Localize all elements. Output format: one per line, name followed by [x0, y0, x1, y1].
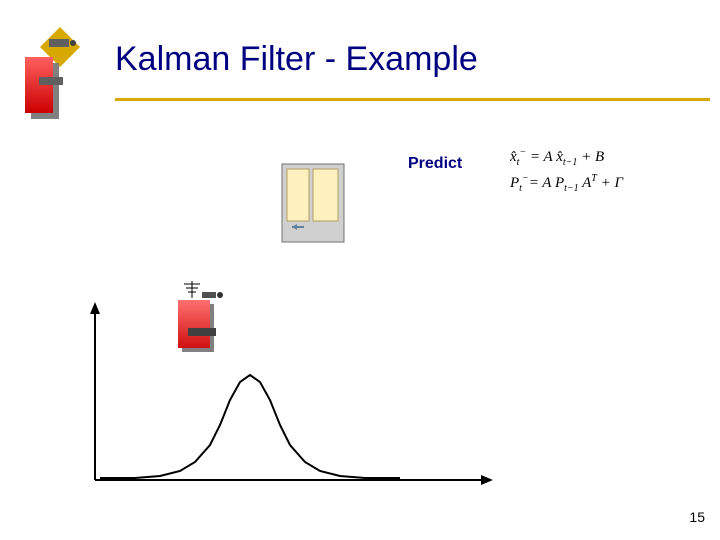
equation-line1: x̂t− = A x̂t−1 + B — [510, 147, 604, 168]
page-number: 15 — [689, 509, 705, 525]
gaussian-curve — [100, 375, 400, 478]
camera-body — [49, 39, 69, 47]
camera-lens — [70, 40, 76, 46]
x-axis-arrow — [481, 475, 493, 485]
title-underline — [115, 98, 710, 101]
predict-equations: x̂t− = A x̂t−1 + B Pt−= A Pt−1 AT + Γ — [510, 143, 710, 208]
door-panel-left — [287, 169, 309, 221]
slide-title: Kalman Filter - Example — [115, 40, 478, 79]
door-diagram — [280, 162, 350, 252]
bullet-ornament-svg — [25, 25, 95, 145]
bullet-ornament — [25, 25, 95, 150]
robot-camera — [202, 292, 216, 298]
y-axis-arrow — [90, 302, 100, 314]
equation-line2: Pt−= A Pt−1 AT + Γ — [510, 173, 624, 194]
robot-camera-lens — [217, 292, 223, 298]
horiz-bar — [39, 77, 63, 85]
gaussian-chart — [85, 300, 505, 495]
predict-label: Predict — [408, 155, 462, 173]
door-panel-right — [313, 169, 338, 221]
